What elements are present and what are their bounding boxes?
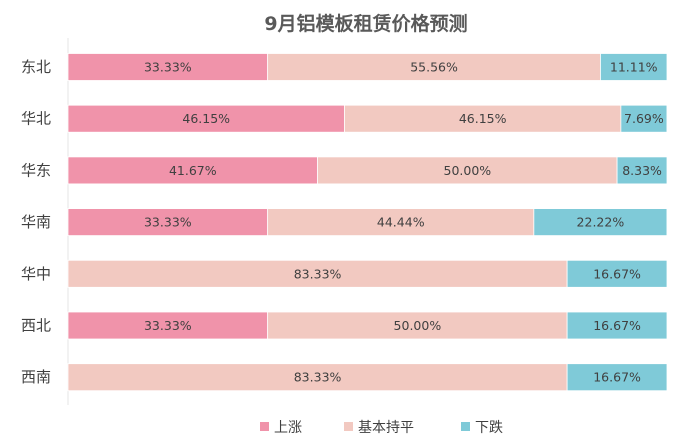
bar-segment xyxy=(67,208,269,237)
data-label: 83.33% xyxy=(294,266,342,281)
data-label: 8.33% xyxy=(622,163,662,178)
category-label: 西南 xyxy=(21,368,51,386)
bar-segment xyxy=(267,208,535,237)
data-label: 22.22% xyxy=(577,215,625,230)
bar-segment xyxy=(620,104,668,133)
category-label: 华南 xyxy=(21,213,51,231)
category-label: 华中 xyxy=(21,265,51,283)
bar-segment xyxy=(67,259,568,288)
data-label: 16.67% xyxy=(593,370,641,385)
data-label: 33.33% xyxy=(144,60,192,75)
bar-segment xyxy=(566,363,668,392)
legend-swatch xyxy=(461,422,470,431)
data-label: 50.00% xyxy=(444,163,492,178)
category-label: 西北 xyxy=(21,317,51,335)
data-label: 46.15% xyxy=(182,111,230,126)
legend-label: 下跌 xyxy=(475,420,503,436)
category-label: 华东 xyxy=(21,161,51,179)
bar-segment xyxy=(533,208,668,237)
data-label: 46.15% xyxy=(459,111,507,126)
legend: 上涨 基本持平 下跌 xyxy=(260,419,503,436)
legend-swatch xyxy=(260,422,269,431)
category-label: 华北 xyxy=(21,110,51,128)
data-label: 50.00% xyxy=(394,318,442,333)
bar-segment xyxy=(566,311,668,340)
bar-segment xyxy=(566,259,668,288)
data-label: 7.69% xyxy=(624,111,664,126)
legend-label: 基本持平 xyxy=(358,419,414,436)
bar-segment xyxy=(616,156,668,185)
data-label: 11.11% xyxy=(610,60,658,75)
data-label: 33.33% xyxy=(144,318,192,333)
bar-segment xyxy=(67,311,269,340)
category-label: 东北 xyxy=(21,58,51,76)
data-label: 41.67% xyxy=(169,163,217,178)
bar-segment xyxy=(67,363,568,392)
chart-title: 9月铝模板租赁价格预测 xyxy=(264,12,467,35)
data-label: 55.56% xyxy=(410,60,458,75)
bars-layer: 33.33% 55.56% 11.11% 46.15% 46.15% 7.69% 41.67… xyxy=(67,53,668,392)
data-label: 16.67% xyxy=(593,266,641,281)
bar-segment xyxy=(267,311,568,340)
bar-segment xyxy=(267,53,601,81)
data-label: 33.33% xyxy=(144,215,192,230)
data-label: 16.67% xyxy=(593,318,641,333)
legend-label: 上涨 xyxy=(274,420,302,436)
bar-segment xyxy=(600,53,668,81)
data-label: 83.33% xyxy=(294,370,342,385)
data-label: 44.44% xyxy=(377,215,425,230)
legend-swatch xyxy=(344,422,353,431)
